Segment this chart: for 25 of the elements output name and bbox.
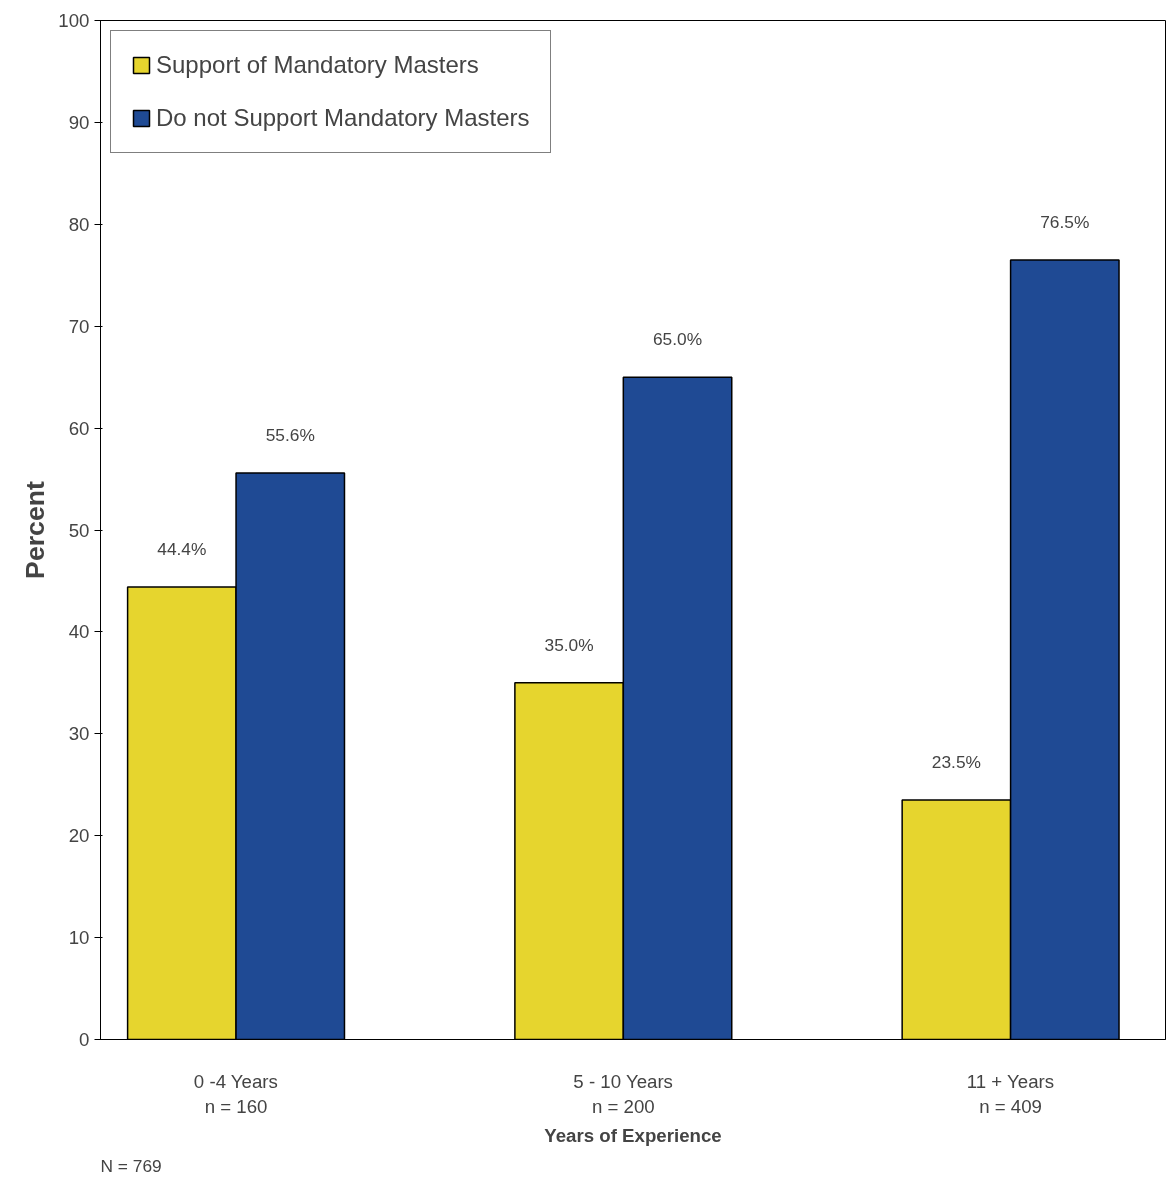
- legend-label: Support of Mandatory Masters: [156, 51, 479, 79]
- x-tick-label: 5 - 10 Years n = 200: [573, 1070, 673, 1117]
- y-tick-label: 100: [58, 10, 90, 31]
- y-tick-label: 40: [68, 621, 90, 643]
- y-tick-label: 50: [68, 519, 90, 541]
- data-label: 35.0%: [544, 634, 594, 655]
- y-tick-label: 10: [68, 927, 90, 949]
- data-label: 44.4%: [157, 539, 207, 560]
- legend-label: Do not Support Mandatory Masters: [156, 104, 530, 132]
- x-tick-label: 0 -4 Years n = 160: [193, 1070, 278, 1117]
- x-axis-title: Years of Experience: [544, 1124, 722, 1146]
- x-tick-label: 11 + Years n = 409: [966, 1070, 1055, 1117]
- y-axis-title: Percent: [20, 480, 51, 579]
- y-tick-label: 80: [68, 213, 90, 235]
- y-tick-label: 70: [68, 315, 90, 337]
- data-label: 76.5%: [1040, 211, 1090, 232]
- y-tick-label: 60: [68, 417, 90, 439]
- data-label: 55.6%: [265, 424, 315, 445]
- y-tick-label: 0: [79, 1029, 90, 1050]
- y-tick-label: 20: [68, 825, 90, 847]
- data-label: 23.5%: [931, 752, 981, 773]
- data-label: 65.0%: [652, 329, 703, 350]
- y-tick-label: 90: [68, 111, 90, 133]
- text: N = 769: [100, 1155, 162, 1176]
- y-tick-label: 30: [68, 723, 90, 745]
